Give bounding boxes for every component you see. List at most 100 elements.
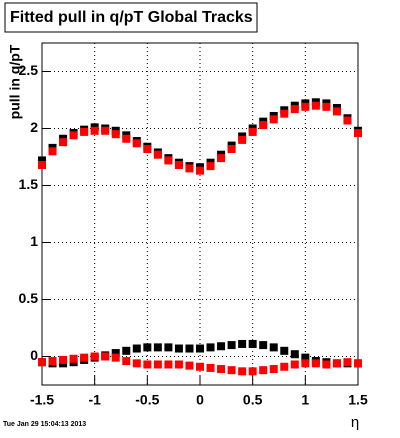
marker [59,355,68,364]
marker [301,359,310,368]
marker [153,343,162,352]
marker [143,360,152,369]
marker [174,360,183,369]
marker [153,150,162,159]
y-axis-label: pull in q/pT [7,44,23,119]
marker [354,129,362,138]
marker [280,362,289,371]
marker [164,360,173,369]
marker [322,102,331,111]
marker [311,101,320,110]
marker [38,160,46,169]
marker [111,349,120,358]
marker [185,164,194,173]
marker [48,147,57,156]
marker [322,360,331,369]
x-tick-label: 0 [196,392,204,408]
marker [132,359,141,368]
marker [164,343,173,352]
marker [206,363,215,372]
marker [217,154,226,163]
marker [227,145,236,154]
marker [164,156,173,165]
marker [248,127,257,136]
marker [90,352,99,361]
plot-frame [41,42,359,386]
marker [248,339,257,348]
marker [122,357,131,366]
marker [301,353,310,362]
marker [290,350,299,359]
x-tick-label: 0.5 [243,392,263,408]
x-tick-label: -0.5 [135,392,159,408]
chart-title: Fitted pull in q/pT Global Tracks [10,9,253,26]
marker [196,362,204,371]
x-tick-label: -1.5 [30,392,54,408]
marker [269,115,278,124]
marker [290,360,299,369]
marker [80,127,89,136]
marker [38,358,46,367]
marker [332,107,341,116]
marker [343,116,352,125]
marker [90,126,99,135]
y-tick-label: 0.5 [19,290,39,306]
marker [269,365,278,374]
timestamp: Tue Jan 29 15:04:13 2013 [3,421,86,428]
marker [238,339,247,348]
marker [111,353,120,362]
marker [122,346,131,355]
marker [354,359,362,368]
marker [196,344,204,353]
marker [217,365,226,374]
x-tick-label: 1.5 [348,392,368,408]
y-tick-label: 1 [30,233,38,249]
marker [185,344,194,353]
marker [280,346,289,355]
marker [248,367,257,376]
marker [343,358,352,367]
marker [48,357,57,366]
marker [280,109,289,118]
marker [143,145,152,154]
marker [132,139,141,148]
marker [311,359,320,368]
x-tick-label: 1 [301,392,309,408]
marker [259,341,268,350]
marker [132,344,141,353]
marker [259,366,268,375]
title-box [4,2,258,33]
marker [143,343,152,352]
y-tick-label: 2 [30,119,38,135]
marker [332,359,341,368]
marker [38,156,46,165]
marker [217,342,226,351]
y-tick-label: 2.5 [19,62,39,78]
y-tick-label: 1.5 [19,176,39,192]
marker [196,166,204,175]
marker [269,343,278,352]
marker [122,134,131,143]
marker [301,102,310,111]
marker [153,360,162,369]
marker [185,361,194,370]
x-tick-label: -1 [88,392,101,408]
marker [206,162,215,171]
marker [290,105,299,114]
x-axis-label: η [351,414,359,431]
marker [227,341,236,350]
y-tick-label: 0 [30,347,38,363]
marker [69,354,78,363]
marker [238,367,247,376]
marker [111,130,120,139]
marker [101,126,110,135]
marker [238,135,247,144]
marker [174,344,183,353]
marker [59,138,68,147]
marker [174,160,183,169]
marker [80,353,89,362]
marker [227,366,236,375]
marker [259,121,268,130]
marker [69,131,78,140]
